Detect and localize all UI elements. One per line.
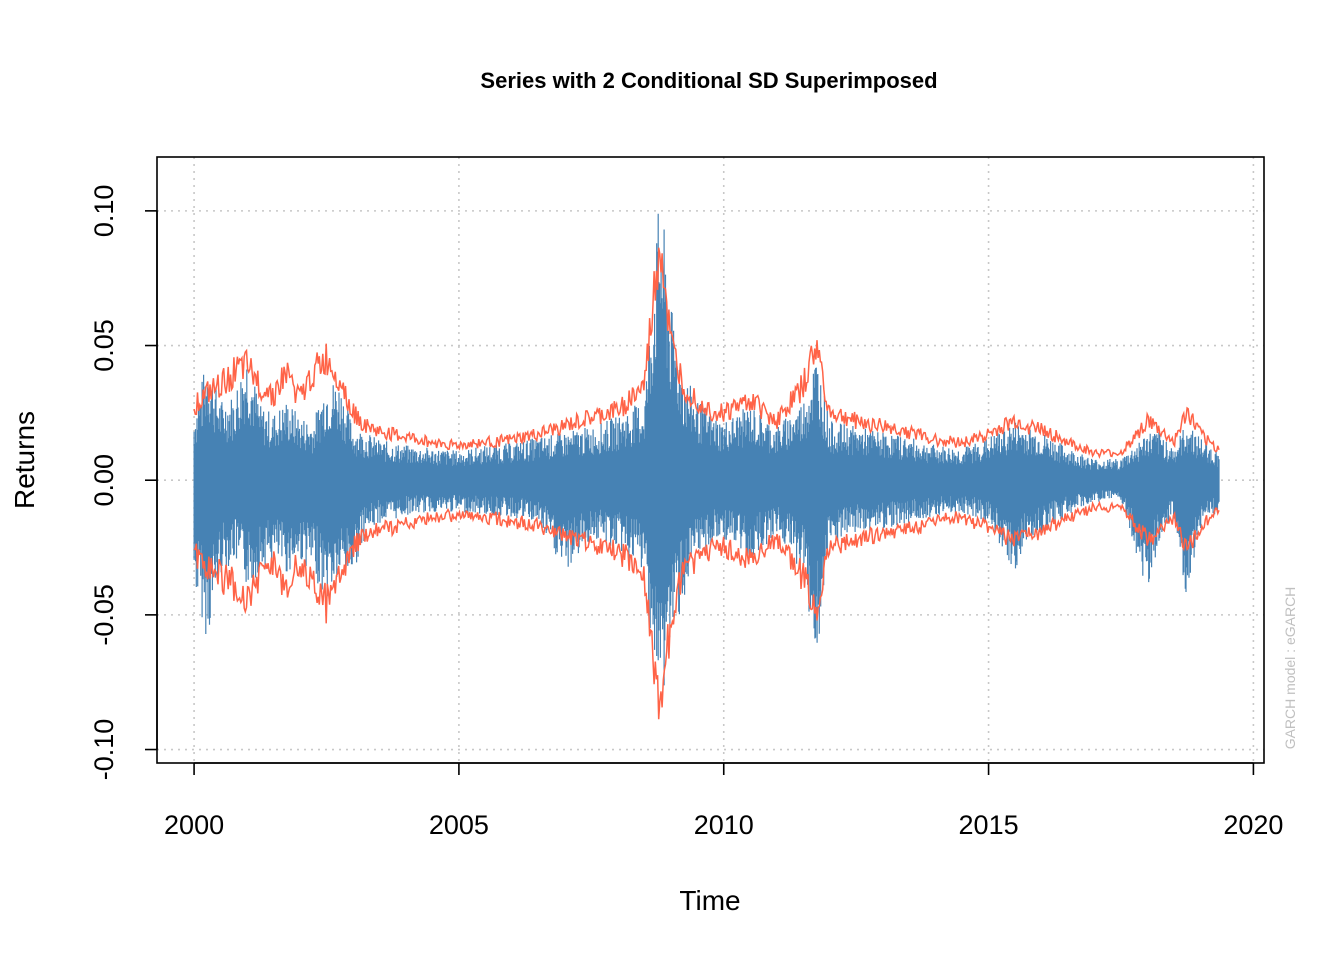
x-tick-label-2005: 2005 <box>429 810 489 840</box>
returns-series <box>193 213 1220 686</box>
y-tick-label--0.05: -0.05 <box>89 584 119 646</box>
plot-marks <box>193 213 1220 720</box>
x-axis-title: Time <box>679 885 740 916</box>
sd-band-upper <box>193 247 1220 459</box>
x-tick-label-2010: 2010 <box>694 810 754 840</box>
sd-band-lower <box>193 500 1220 720</box>
x-tick-label-2015: 2015 <box>959 810 1019 840</box>
y-tick-label-0.00: 0.00 <box>89 454 119 507</box>
y-tick-label--0.10: -0.10 <box>89 719 119 781</box>
y-axis: -0.10 -0.05 0.00 0.05 0.10 <box>89 185 158 781</box>
model-note: GARCH model : eGARCH <box>1282 587 1298 750</box>
y-tick-label-0.05: 0.05 <box>89 319 119 372</box>
y-axis-title: Returns <box>9 411 40 509</box>
y-tick-label-0.10: 0.10 <box>89 185 119 238</box>
x-tick-label-2020: 2020 <box>1223 810 1283 840</box>
chart-title: Series with 2 Conditional SD Superimpose… <box>480 68 937 93</box>
x-tick-label-2000: 2000 <box>164 810 224 840</box>
x-axis: 2000 2005 2010 2015 2020 <box>164 762 1283 840</box>
